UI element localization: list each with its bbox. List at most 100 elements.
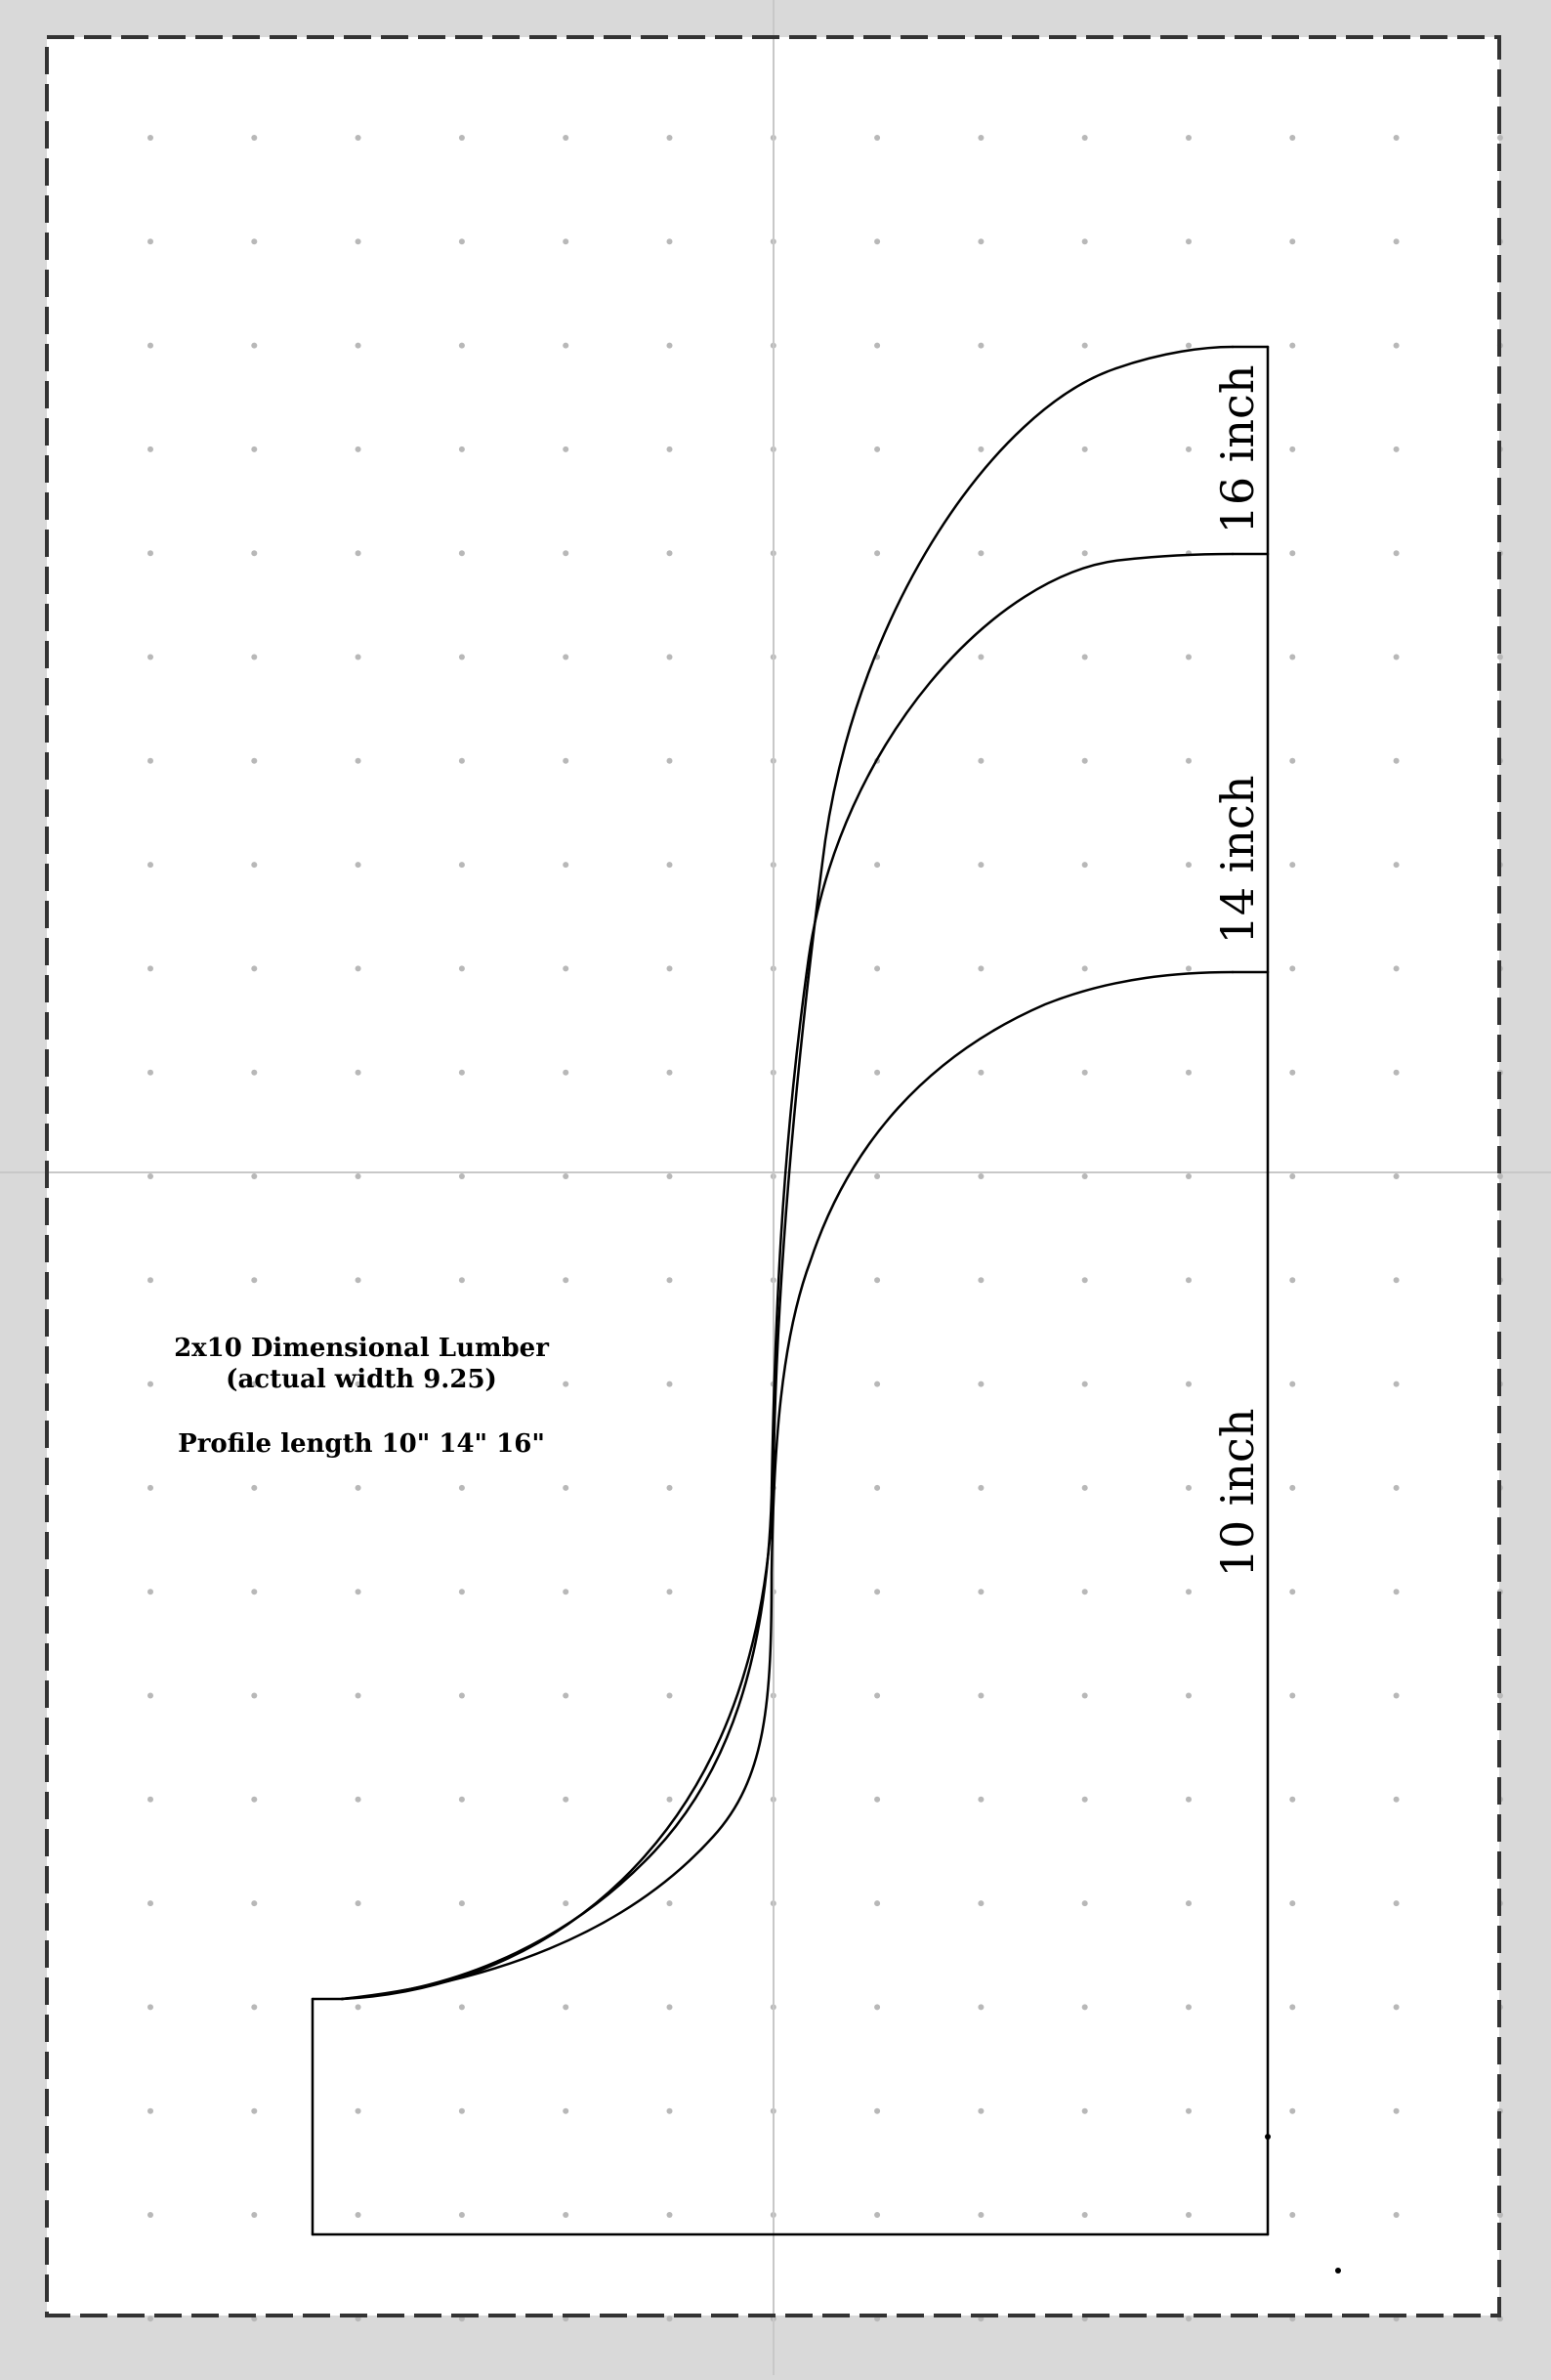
grid-dot: [147, 757, 153, 764]
grid-dot: [978, 238, 985, 245]
grid-dot: [1186, 135, 1192, 141]
grid-dot: [147, 135, 153, 141]
grid-dot: [563, 862, 569, 869]
grid-dot: [874, 1173, 881, 1179]
grid-dot: [1186, 1381, 1192, 1387]
grid-dot: [1496, 1173, 1503, 1179]
grid-dot: [666, 238, 673, 245]
grid-dot: [355, 135, 361, 141]
grid-dot: [1186, 1589, 1192, 1595]
grid-dot: [251, 1900, 258, 1907]
grid-dot: [1289, 1484, 1296, 1491]
grid-dot: [666, 2316, 673, 2322]
grid-dot: [1393, 342, 1400, 349]
grid-dot: [1081, 2212, 1088, 2218]
grid-dot: [666, 862, 673, 869]
grid-dot: [1289, 2212, 1296, 2218]
grid-dot: [1186, 1692, 1192, 1699]
grid-dot: [355, 1900, 361, 1907]
grid-dot: [874, 135, 881, 141]
grid-dot: [563, 2212, 569, 2218]
grid-dot: [147, 1900, 153, 1907]
grid-dot: [666, 550, 673, 557]
grid-dot: [1081, 1692, 1088, 1699]
grid-dot: [251, 446, 258, 452]
grid-dot: [458, 1692, 465, 1699]
grid-dot: [458, 1484, 465, 1491]
grid-dot: [1081, 1069, 1088, 1076]
grid-dot: [563, 654, 569, 660]
grid-dot: [1081, 550, 1088, 557]
grid-dot: [666, 1900, 673, 1907]
note-lumber-type: 2x10 Dimensional Lumber: [174, 1334, 549, 1363]
grid-dot: [666, 2212, 673, 2218]
grid-dot: [666, 135, 673, 141]
grid-dot: [978, 965, 985, 972]
grid-dot: [563, 1900, 569, 1907]
grid-dot: [147, 2004, 153, 2011]
grid-dot: [666, 1796, 673, 1803]
grid-dot: [1186, 862, 1192, 869]
grid-dot: [666, 1277, 673, 1284]
grid-dot: [1289, 862, 1296, 869]
grid-dot: [874, 965, 881, 972]
grid-dot: [563, 1069, 569, 1076]
grid-dot: [458, 2107, 465, 2114]
grid-dot: [458, 446, 465, 452]
grid-dot: [874, 1692, 881, 1699]
grid-dot: [666, 965, 673, 972]
grid-dot: [355, 862, 361, 869]
grid-dot: [666, 2004, 673, 2011]
grid-dot: [458, 757, 465, 764]
grid-dot: [1393, 1796, 1400, 1803]
grid-dot: [874, 1069, 881, 1076]
grid-dot: [1289, 550, 1296, 557]
grid-dot: [874, 550, 881, 557]
grid-dot: [874, 2212, 881, 2218]
grid-dot: [251, 965, 258, 972]
grid-dot: [563, 1796, 569, 1803]
grid-dot: [1393, 965, 1400, 972]
grid-dot: [1289, 2004, 1296, 2011]
grid-dot: [251, 1069, 258, 1076]
grid-dot: [1081, 135, 1088, 141]
grid-dot: [1186, 2212, 1192, 2218]
grid-dot: [666, 342, 673, 349]
grid-dot: [458, 965, 465, 972]
grid-dot: [1289, 446, 1296, 452]
grid-dot: [666, 2107, 673, 2114]
grid-dot: [355, 2004, 361, 2011]
grid-dot: [458, 1277, 465, 1284]
grid-dot: [874, 1900, 881, 1907]
grid-dot: [147, 2316, 153, 2322]
grid-dot: [978, 1173, 985, 1179]
grid-dot: [978, 2212, 985, 2218]
grid-dot: [1393, 862, 1400, 869]
grid-dot: [563, 238, 569, 245]
grid-dot: [978, 135, 985, 141]
grid-dot: [458, 1589, 465, 1595]
grid-dot: [978, 862, 985, 869]
grid-dot: [147, 446, 153, 452]
grid-dot: [458, 1069, 465, 1076]
grid-dot: [251, 1173, 258, 1179]
grid-dot: [147, 1173, 153, 1179]
grid-dot: [1186, 1900, 1192, 1907]
grid-dot: [355, 1173, 361, 1179]
page-border: [45, 35, 1501, 2317]
grid-dot: [458, 238, 465, 245]
grid-dot: [458, 2212, 465, 2218]
grid-dot: [251, 342, 258, 349]
grid-dot: [1393, 1381, 1400, 1387]
grid-dot: [147, 1277, 153, 1284]
grid-dot: [458, 862, 465, 869]
grid-dot: [251, 135, 258, 141]
grid-dot: [874, 2004, 881, 2011]
grid-dot: [1081, 2107, 1088, 2114]
grid-dot: [874, 342, 881, 349]
grid-dot: [666, 757, 673, 764]
grid-dot: [1081, 1484, 1088, 1491]
grid-dot: [1081, 1381, 1088, 1387]
grid-dot: [1393, 654, 1400, 660]
